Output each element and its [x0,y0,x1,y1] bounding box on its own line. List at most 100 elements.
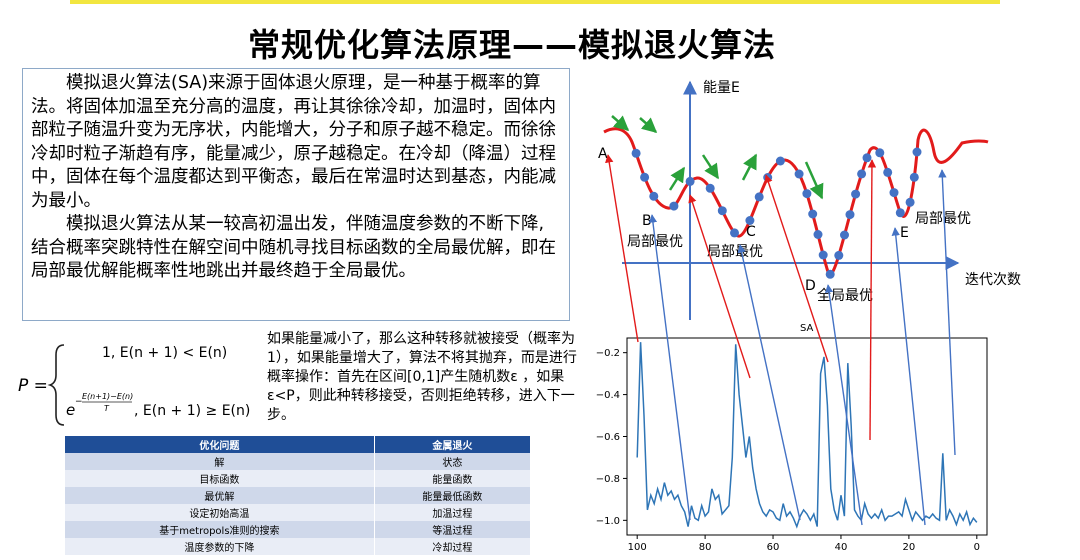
energy-dot [834,250,844,260]
link-arrow-blue [891,227,926,526]
formula-lhs: P = [18,376,48,396]
formula-exp-base: e [66,401,75,419]
energy-dot [808,209,818,219]
table-cell: 设定初始高温 [65,504,375,521]
paragraph-principle: 模拟退火算法(SA)来源于固体退火原理，是一种基于概率的算法。将固体加温至充分高… [31,73,556,211]
table-cell: 基于metropols准则的搜索 [65,521,375,538]
energy-dot [912,147,922,157]
point-label-c: C [746,224,756,240]
energy-x-label: 迭代次数 [965,272,1021,288]
energy-dot [905,197,915,207]
link-arrow-blue [938,169,956,456]
table-cell: 最优解 [65,487,375,504]
energy-dot [889,188,899,198]
comparison-table: 优化问题 金属退火 解 状态 目标函数 能量函数 最优解 能量最低函数 设定初始… [65,436,532,555]
energy-dot [669,201,679,211]
energy-curve [603,127,989,276]
table-cell: 解 [65,453,375,470]
energy-dot [640,172,650,182]
energy-dot [875,148,885,158]
link-arrow-blue [737,244,801,521]
energy-dot [851,189,861,199]
table-row: 解 状态 [65,453,532,470]
direction-arrow [639,117,658,133]
slide-title: 常规优化算法原理——模拟退火算法 [247,26,776,64]
energy-dot [649,191,659,201]
header-annealing: 金属退火 [374,436,532,453]
formula-exp-numerator: E(n+1)−E(n) [82,392,133,401]
formula-exp-minus: − [75,397,83,407]
table-row: 基于metropols准则的搜索 等温过程 [65,521,532,538]
link-arrow-red [605,154,639,343]
sa-plot-frame [626,337,988,536]
direction-arrow [701,154,720,180]
energy-dot [813,230,823,239]
table-cell: 冷却过程 [374,538,532,555]
link-arrow-blue [648,214,691,521]
formula-brace [47,344,65,426]
paragraph-method: 模拟退火算法从某一较高初温出发，伴随温度参数的不断下降,结合概率突跳特性在解空间… [31,214,556,281]
energy-dot [754,192,764,202]
formula-exp-denominator: T [104,404,110,413]
energy-dot [818,250,828,260]
energy-dot [730,228,739,238]
energy-dot [857,169,867,179]
link-arrow-red [764,174,829,363]
y-tick-label: −1.0 [596,516,620,527]
y-tick-label: −0.6 [596,432,620,443]
energy-dot [825,269,835,279]
energy-y-label: 能量E [703,80,740,96]
y-tick-label: −0.4 [596,390,620,401]
formula-case-1: 1, E(n + 1) < E(n) [102,345,227,361]
x-tick-label: 100 [628,542,647,553]
link-arrow-blue [824,284,863,526]
energy-dot [745,216,755,225]
description-box: 模拟退火算法(SA)来源于固体退火原理，是一种基于概率的算法。将固体加温至充分高… [22,68,570,321]
energy-dot [717,206,727,216]
annotation-local-optimum: 局部最优 [915,211,971,227]
table-row: 温度参数的下降 冷却过程 [65,538,532,555]
table-row: 设定初始高温 加温过程 [65,504,532,521]
energy-dot [909,172,919,182]
energy-dot [775,156,785,166]
point-label-a: A [598,146,608,162]
link-arrow-red [688,194,751,379]
point-label-b: B [642,213,652,229]
header-optimization: 优化问题 [65,436,375,453]
sa-series-line [636,342,978,529]
energy-dot [794,169,804,179]
x-tick-label: 0 [974,542,980,553]
direction-arrow [611,115,630,131]
table-header-row: 优化问题 金属退火 [65,436,532,453]
energy-dot [631,148,641,158]
formula-case-2: , E(n + 1) ≥ E(n) [134,403,250,419]
point-label-d: D [805,278,816,294]
table-row: 最优解 能量最低函数 [65,487,532,504]
top-accent-bar [70,0,1000,4]
probability-formula: P = 1, E(n + 1) < E(n) e − E(n+1)−E(n) T… [18,344,250,426]
sa-chart-title: SA [800,323,814,334]
energy-dot [802,189,812,199]
x-tick-label: 40 [835,542,848,553]
energy-dot [705,183,715,193]
energy-dot [685,176,695,186]
energy-dot [883,167,893,177]
y-tick-label: −0.2 [596,348,620,359]
table-row: 目标函数 能量函数 [65,470,532,487]
direction-arrow [668,166,686,191]
energy-dot [895,208,905,218]
table-cell: 等温过程 [374,521,532,538]
direction-arrow [741,153,758,181]
formula-explanation: 如果能量减小了，那么这种转移就被接受（概率为1），如果能量增大了，算法不将其抛弃… [267,331,577,423]
y-tick-label: −0.8 [596,474,620,485]
annotation-global-optimum: 全局最优 [817,287,873,304]
direction-arrow [804,161,824,200]
annotation-local-optimum: 局部最优 [707,244,763,260]
table-cell: 能量函数 [374,470,532,487]
energy-dot [862,153,872,163]
point-label-e: E [900,225,909,241]
energy-dots [631,147,922,279]
table-cell: 能量最低函数 [374,487,532,504]
x-tick-label: 80 [699,542,712,553]
